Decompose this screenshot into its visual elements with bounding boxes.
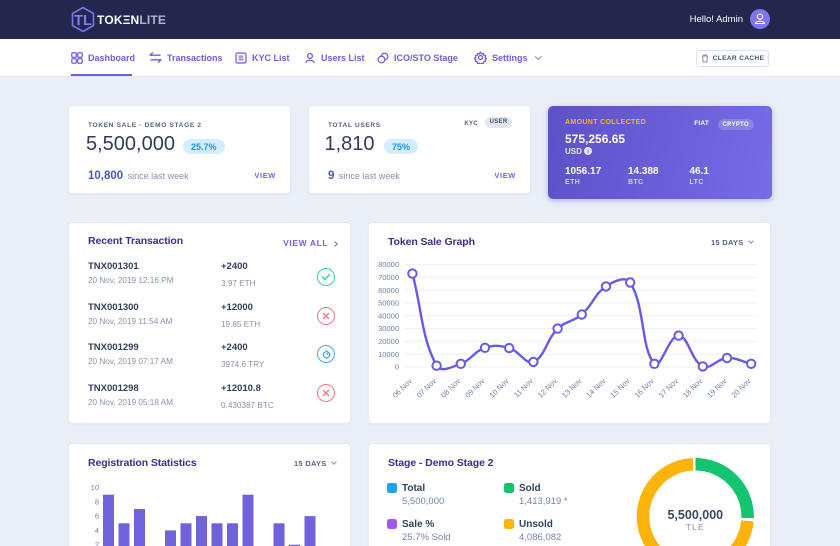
svg-text:16 Nov: 16 Nov (633, 376, 656, 399)
svg-text:70000: 70000 (378, 273, 399, 282)
svg-text:4: 4 (95, 526, 99, 535)
svg-text:07 Nov: 07 Nov (415, 376, 438, 399)
svg-text:06 Nov: 06 Nov (391, 376, 414, 399)
svg-text:09 Nov: 09 Nov (463, 376, 486, 399)
svg-text:50000: 50000 (378, 299, 399, 308)
svg-text:10: 10 (91, 483, 99, 492)
svg-text:12 Nov: 12 Nov (536, 376, 559, 399)
svg-text:80000: 80000 (378, 260, 399, 269)
svg-text:60000: 60000 (378, 286, 399, 295)
svg-text:TLE: TLE (686, 522, 705, 532)
svg-text:30000: 30000 (378, 324, 399, 333)
svg-text:20000: 20000 (378, 337, 399, 346)
svg-text:18 Nov: 18 Nov (681, 376, 704, 399)
svg-text:8: 8 (95, 497, 99, 506)
svg-text:TL: TL (74, 13, 92, 29)
svg-text:20 Nov: 20 Nov (729, 376, 752, 399)
svg-text:0: 0 (395, 363, 399, 372)
svg-text:13 Nov: 13 Nov (560, 376, 583, 399)
svg-text:5,500,000: 5,500,000 (667, 508, 723, 522)
svg-text:40000: 40000 (378, 311, 399, 320)
svg-text:15 Nov: 15 Nov (608, 376, 631, 399)
svg-text:19 Nov: 19 Nov (705, 376, 728, 399)
svg-text:10 Nov: 10 Nov (487, 376, 510, 399)
svg-text:2: 2 (95, 540, 99, 546)
svg-text:10000: 10000 (378, 350, 399, 359)
svg-text:i: i (587, 149, 589, 155)
svg-text:6: 6 (95, 512, 99, 521)
svg-text:11 Nov: 11 Nov (512, 376, 535, 399)
svg-text:08 Nov: 08 Nov (439, 376, 462, 399)
svg-text:17 Nov: 17 Nov (657, 376, 680, 399)
svg-text:14 Nov: 14 Nov (584, 376, 607, 399)
